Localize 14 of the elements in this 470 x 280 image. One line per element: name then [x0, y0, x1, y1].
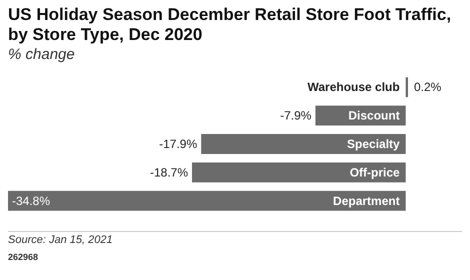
data-label: -34.8%: [12, 194, 50, 208]
data-label: -18.7%: [150, 165, 188, 180]
text: 262968: [7, 252, 40, 262]
y-tick-label: Discount: [348, 108, 400, 123]
data-label: -7.9%: [280, 108, 312, 123]
y-tick-label: Off-price: [350, 165, 400, 180]
chart-subtitle: % change: [8, 46, 75, 63]
y-tick-label: Department: [333, 194, 400, 208]
chart-title: US Holiday Season December Retail Store Foot Traffic, by Store Type, Dec 2020: [8, 5, 452, 44]
y-tick-label: Specialty: [347, 137, 400, 151]
source-note: Source: Jan 15, 2021: [8, 231, 462, 246]
data-label: -17.9%: [159, 137, 198, 151]
y-tick-label: Warehouse club: [307, 80, 400, 94]
data-label: 0.2%: [414, 80, 442, 94]
